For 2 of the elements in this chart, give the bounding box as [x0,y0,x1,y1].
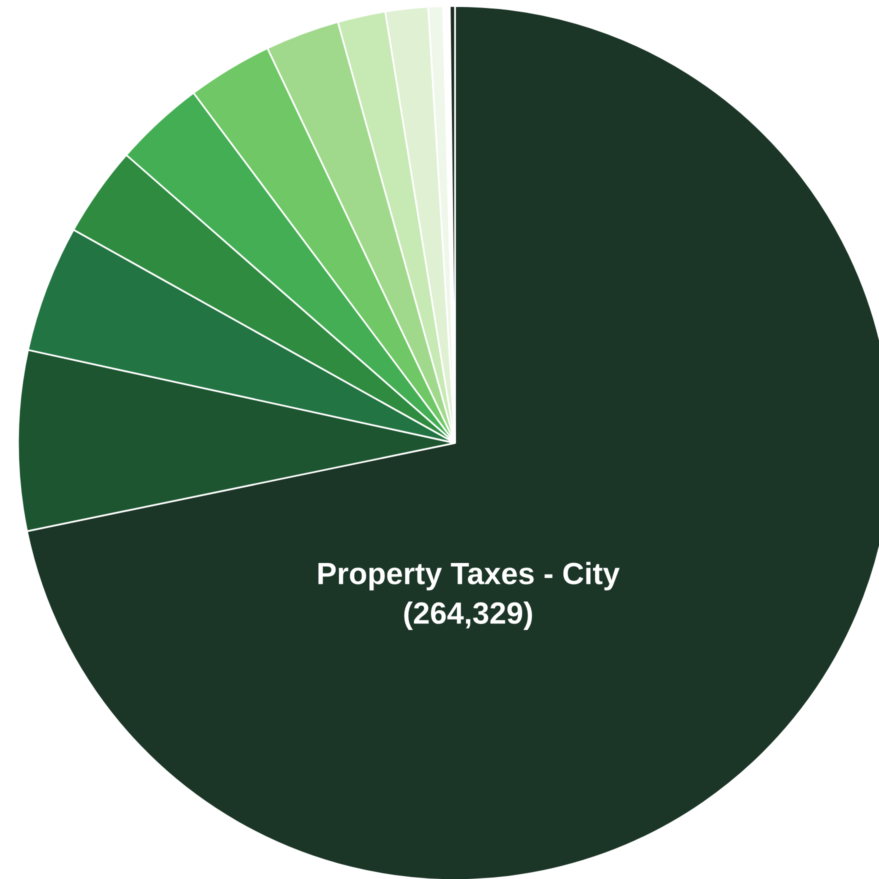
slice-label: Property Taxes - City [318,562,620,590]
data-label: (264,329) [404,601,532,630]
